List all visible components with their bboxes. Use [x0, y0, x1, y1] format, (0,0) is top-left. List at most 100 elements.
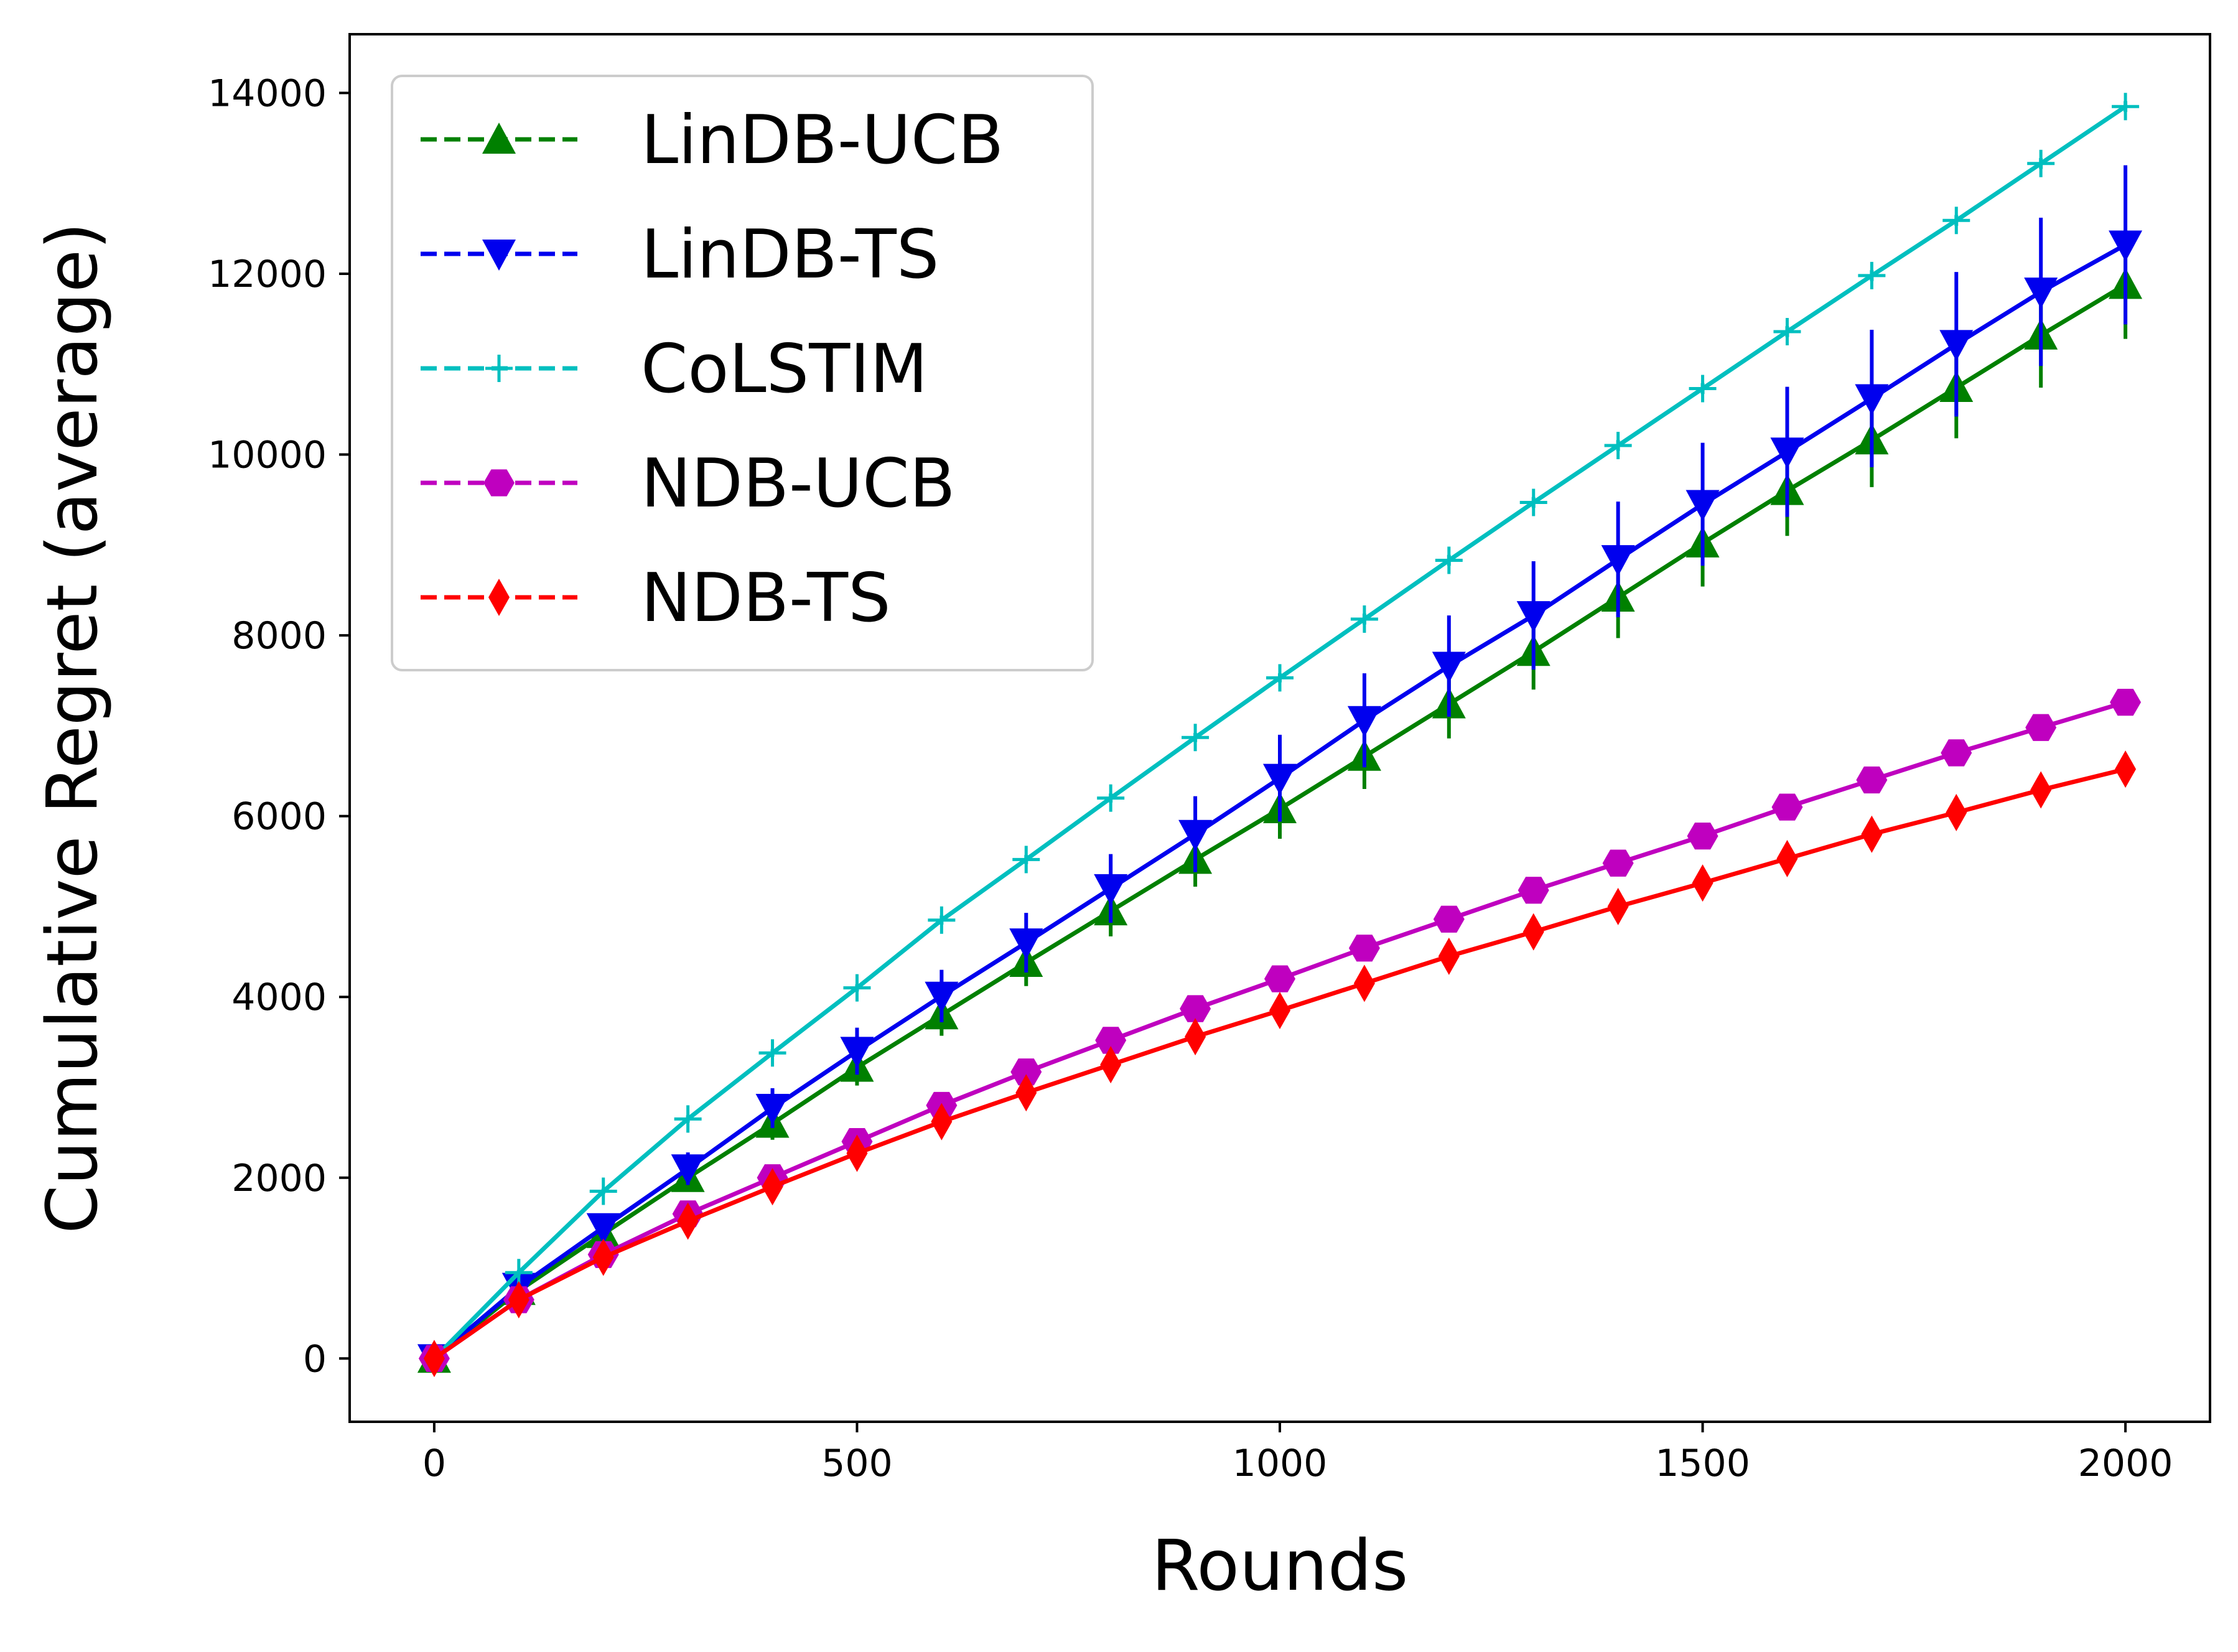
x-tick-label: 1500 — [1655, 1442, 1750, 1485]
data-point — [1435, 546, 1463, 574]
data-point — [1095, 1027, 1127, 1054]
data-point — [677, 1202, 699, 1240]
data-point — [1350, 605, 1378, 633]
data-point — [1348, 935, 1380, 962]
legend-marker — [488, 579, 510, 616]
y-tick-label: 4000 — [231, 976, 327, 1019]
data-point — [755, 1093, 790, 1125]
data-point — [2024, 278, 2058, 309]
series-colstim — [420, 93, 2140, 1373]
legend-label: CoLSTIM — [641, 330, 928, 408]
y-axis: 0 2000 4000 6000 8000 10000 12000 14000 — [208, 72, 350, 1381]
legend-label: LinDB-UCB — [641, 101, 1004, 179]
data-point — [1012, 846, 1040, 874]
data-point — [671, 1154, 705, 1186]
legend-item-ndb-ts: NDB-TS — [421, 559, 891, 637]
data-point — [1010, 1058, 1042, 1086]
y-tick-label: 12000 — [208, 253, 327, 296]
x-axis: 0 500 1000 1500 2000 — [422, 1422, 2173, 1485]
series-line — [432, 767, 2126, 1361]
data-point — [1438, 937, 1460, 975]
legend-item-ndb-ucb: NDB-UCB — [421, 445, 956, 523]
data-point — [589, 1177, 617, 1205]
data-point — [1685, 490, 1720, 521]
data-point — [1178, 819, 1213, 851]
data-point — [1009, 928, 1043, 960]
data-point — [1519, 488, 1547, 516]
data-point — [762, 1168, 783, 1206]
data-point — [1776, 839, 1798, 877]
data-point — [1185, 1018, 1206, 1056]
data-point — [2027, 149, 2055, 177]
data-point — [1353, 964, 1375, 1002]
data-point — [1433, 905, 1465, 933]
legend-item-lindb-ucb: LinDB-UCB — [421, 101, 1004, 179]
y-tick-label: 2000 — [231, 1157, 327, 1200]
x-tick-label: 1000 — [1233, 1442, 1328, 1485]
legend-box — [391, 75, 1094, 671]
data-point — [1015, 1074, 1037, 1112]
data-point — [508, 1281, 529, 1318]
data-point — [1773, 317, 1801, 345]
data-point — [1266, 664, 1294, 692]
legend-marker — [485, 355, 513, 382]
data-point — [2110, 688, 2142, 716]
data-point — [1858, 261, 1886, 289]
legend-label: NDB-UCB — [641, 445, 956, 523]
data-point — [2112, 93, 2140, 121]
data-point — [1861, 815, 1883, 853]
x-tick-label: 2000 — [2078, 1442, 2173, 1485]
y-tick-label: 10000 — [208, 434, 327, 477]
data-point — [1518, 877, 1549, 904]
legend-marker — [482, 240, 516, 271]
data-point — [1692, 864, 1713, 902]
data-point — [1516, 601, 1550, 633]
data-point — [1607, 887, 1629, 925]
y-tick-label: 8000 — [231, 614, 327, 658]
data-point — [1687, 822, 1718, 850]
x-tick-label: 0 — [422, 1442, 446, 1485]
data-point — [1689, 375, 1717, 403]
data-point — [1097, 784, 1125, 812]
data-point — [931, 1103, 953, 1141]
data-point — [1432, 651, 1466, 683]
data-point — [1180, 995, 1211, 1022]
data-point — [1264, 965, 1295, 992]
legend-marker — [482, 123, 516, 154]
y-tick-label: 0 — [303, 1337, 327, 1381]
data-point — [843, 974, 871, 1002]
data-point — [674, 1105, 702, 1133]
series-lindb-ts — [417, 165, 2143, 1376]
data-point — [1941, 739, 1972, 767]
data-point — [925, 981, 959, 1013]
data-point — [1094, 874, 1128, 905]
plot-area — [417, 93, 2143, 1378]
data-point — [2115, 750, 2137, 788]
data-point — [1347, 706, 1381, 737]
data-point — [1604, 432, 1632, 460]
y-axis-label: Cumulative Regret (average) — [32, 222, 113, 1234]
plot-frame — [348, 33, 2211, 1423]
series-ndb-ts — [423, 750, 2137, 1378]
x-tick-label: 500 — [821, 1442, 893, 1485]
data-point — [1602, 849, 1634, 877]
data-point — [1855, 384, 1889, 416]
legend-item-lindb-ts: LinDB-TS — [421, 216, 939, 294]
data-point — [846, 1134, 868, 1172]
data-point — [1269, 991, 1290, 1029]
data-point — [2030, 771, 2052, 809]
data-point — [1100, 1046, 1122, 1084]
data-point — [1601, 545, 1635, 577]
data-point — [586, 1213, 620, 1244]
data-point — [758, 1039, 786, 1067]
data-point — [1856, 766, 1888, 794]
data-point — [592, 1238, 614, 1276]
data-point — [1522, 913, 1544, 951]
data-point — [2109, 230, 2143, 262]
data-point — [1939, 330, 1974, 362]
data-point — [1263, 763, 1297, 795]
x-axis-label: Rounds — [1152, 1526, 1409, 1607]
data-point — [1770, 437, 1804, 469]
legend-marker — [483, 469, 515, 497]
